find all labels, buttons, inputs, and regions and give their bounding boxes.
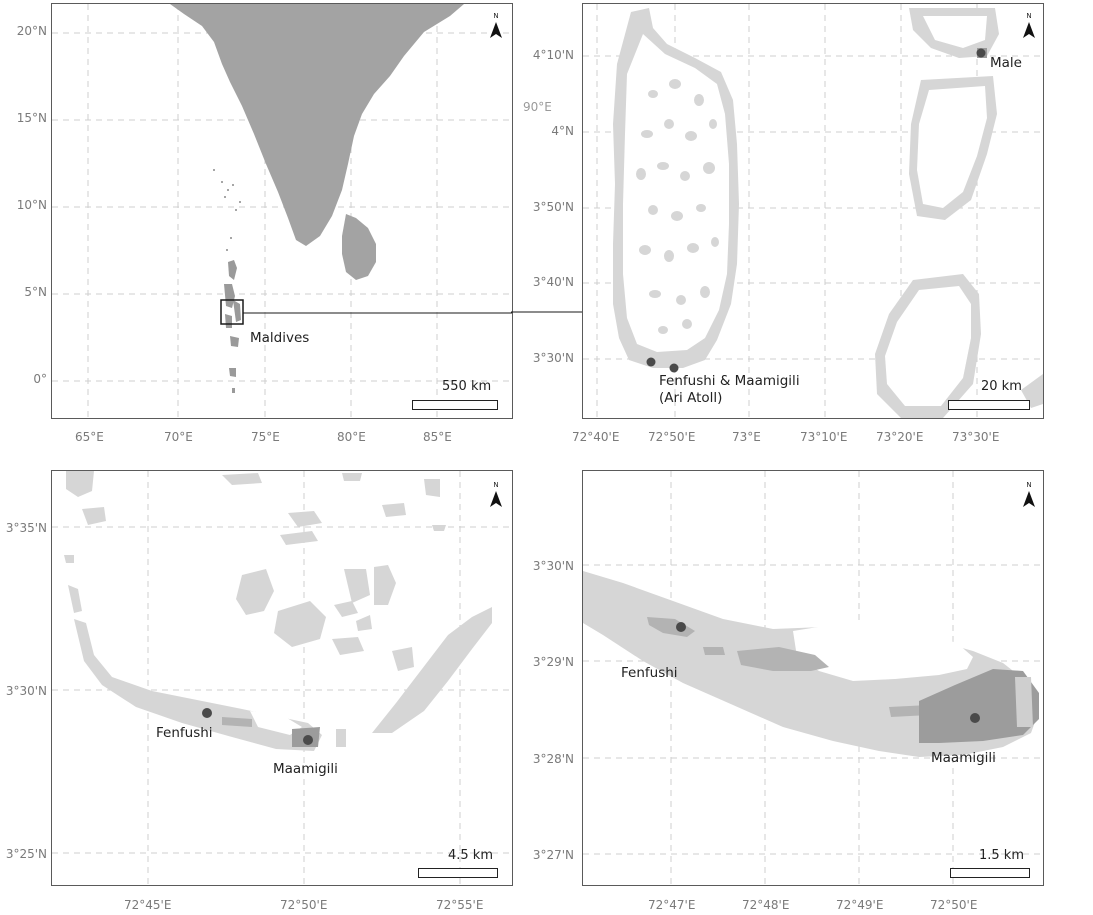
male-marker xyxy=(976,48,986,58)
fenfushi-marker xyxy=(646,357,656,367)
overview-y-tick-1: 15°N xyxy=(16,111,47,125)
south-ari-y-tick-2: 3°25'N xyxy=(5,847,47,861)
overview-x-tick-1: 70°E xyxy=(164,430,193,444)
overview-y-tick-3: 5°N xyxy=(24,285,47,299)
atoll-map-panel[interactable]: N Male Fenfushi & Maamigili (Ari Atoll) … xyxy=(582,3,1044,419)
detail-map-panel[interactable]: N Fenfushi Maamigili 1.5 km xyxy=(582,470,1044,886)
india-landmass xyxy=(170,4,464,246)
detail-y-tick-0: 3°30'N xyxy=(532,559,574,573)
atoll-y-tick-1: 4°N xyxy=(551,124,574,138)
overview-map-panel[interactable]: N Maldives 550 km xyxy=(51,3,513,419)
lakshadweep-islands xyxy=(213,169,241,251)
detail-scale-text: 1.5 km xyxy=(979,848,1024,863)
stray-90e-label: 90°E xyxy=(523,100,552,114)
maldives-label: Maldives xyxy=(250,330,310,346)
maamigili-marker xyxy=(970,713,980,723)
south-ari-y-tick-0: 3°35'N xyxy=(5,521,47,535)
south-ari-scale-text: 4.5 km xyxy=(448,848,493,863)
atoll-scale-text: 20 km xyxy=(981,379,1022,394)
south-ari-x-tick-0: 72°45'E xyxy=(124,898,172,912)
south-ari-map-panel[interactable]: N Fenfushi Maamigili 4.5 km xyxy=(51,470,513,886)
site-label-line2: (Ari Atoll) xyxy=(659,390,723,406)
overview-x-tick-4: 85°E xyxy=(423,430,452,444)
south-ari-islands xyxy=(222,717,252,727)
north-arrow-icon: N xyxy=(1021,481,1037,509)
overview-y-tick-0: 20°N xyxy=(16,24,47,38)
south-ari-scale-bar xyxy=(418,868,498,878)
detail-graticule xyxy=(583,471,1043,885)
ari-faros xyxy=(636,79,719,334)
atoll-x-tick-4: 73°20'E xyxy=(876,430,924,444)
atoll-map-canvas xyxy=(583,4,1043,418)
overview-y-tick-2: 10°N xyxy=(16,198,47,212)
north-arrow-icon: N xyxy=(488,481,504,509)
maamigili-marker xyxy=(669,363,679,373)
central-islet xyxy=(737,647,829,671)
south-ari-x-tick-1: 72°50'E xyxy=(280,898,328,912)
south-ari-y-tick-1: 3°30'N xyxy=(5,684,47,698)
detail-map-canvas xyxy=(583,471,1043,885)
atoll-y-tick-0: 4°10'N xyxy=(532,48,574,62)
maamigili-label: Maamigili xyxy=(931,750,996,766)
north-arrow-icon: N xyxy=(488,12,504,40)
detail-x-tick-3: 72°50'E xyxy=(930,898,978,912)
maamigili-island xyxy=(919,669,1039,743)
atoll-y-tick-3: 3°40'N xyxy=(532,275,574,289)
fenfushi-marker xyxy=(202,708,212,718)
ari-lagoon xyxy=(623,34,729,352)
maldives-islands xyxy=(224,260,241,393)
south-ari-x-tick-2: 72°55'E xyxy=(436,898,484,912)
south-ari-map-canvas xyxy=(52,471,512,885)
maamigili-marker xyxy=(303,735,313,745)
atoll-x-tick-3: 73°10'E xyxy=(800,430,848,444)
sri-lanka xyxy=(342,214,376,280)
detail-lagoon xyxy=(793,623,973,681)
overview-y-tick-4: 0° xyxy=(33,372,47,386)
south-ari-rim-east xyxy=(372,607,492,733)
atoll-x-tick-0: 72°40'E xyxy=(572,430,620,444)
atoll-scale-bar xyxy=(948,400,1030,410)
detail-x-tick-0: 72°47'E xyxy=(648,898,696,912)
overview-map-canvas xyxy=(52,4,512,418)
fenfushi-island xyxy=(647,617,695,637)
atoll-x-tick-5: 73°30'E xyxy=(952,430,1000,444)
detail-x-tick-2: 72°49'E xyxy=(836,898,884,912)
study-area-inset-box xyxy=(220,299,244,325)
fenfushi-label: Fenfushi xyxy=(156,725,213,741)
overview-scale-bar xyxy=(412,400,498,410)
detail-scale-bar xyxy=(950,868,1030,878)
detail-y-tick-3: 3°27'N xyxy=(532,848,574,862)
site-label-line1: Fenfushi & Maamigili xyxy=(659,373,800,389)
atoll-y-tick-4: 3°30'N xyxy=(532,351,574,365)
south-ari-reefs xyxy=(64,471,446,671)
overview-x-tick-2: 75°E xyxy=(251,430,280,444)
overview-scale-text: 550 km xyxy=(442,379,492,394)
male-label: Male xyxy=(990,55,1022,71)
atoll-y-tick-2: 3°50'N xyxy=(532,200,574,214)
fenfushi-label: Fenfushi xyxy=(621,665,678,681)
overview-x-tick-0: 65°E xyxy=(75,430,104,444)
maamigili-label: Maamigili xyxy=(273,761,338,777)
overview-x-tick-3: 80°E xyxy=(337,430,366,444)
detail-y-tick-2: 3°28'N xyxy=(532,752,574,766)
fenfushi-marker xyxy=(676,622,686,632)
atoll-x-tick-1: 72°50'E xyxy=(648,430,696,444)
detail-y-tick-1: 3°29'N xyxy=(532,655,574,669)
atoll-x-tick-2: 73°E xyxy=(732,430,761,444)
north-arrow-icon: N xyxy=(1021,12,1037,40)
connector-arrow xyxy=(511,308,593,316)
detail-x-tick-1: 72°48'E xyxy=(742,898,790,912)
